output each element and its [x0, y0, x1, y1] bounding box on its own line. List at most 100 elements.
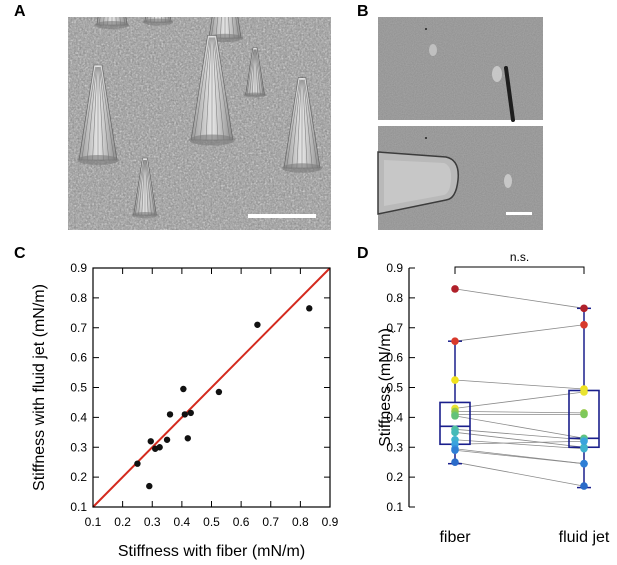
d-y-tick-label: 0.9 — [386, 261, 403, 275]
c-data-point — [187, 409, 194, 417]
d-pair-line — [454, 379, 585, 390]
c-x-tick-label: 0.5 — [203, 515, 220, 529]
d-point-fluid-jet — [580, 459, 588, 468]
c-x-tick-label: 0.2 — [114, 515, 131, 529]
d-pair-line — [454, 428, 585, 441]
d-pair-line — [454, 449, 585, 465]
d-pair-line — [454, 461, 585, 487]
stimulus-fiber — [504, 66, 515, 122]
micrograph-fiber — [378, 17, 543, 122]
d-category-labels: fiber fluid jet — [439, 529, 609, 546]
significance-bracket-line — [454, 266, 585, 274]
d-point-fiber — [451, 337, 459, 345]
d-pair-line — [454, 288, 585, 309]
c-x-tick-label: 0.6 — [233, 515, 250, 529]
d-point-fluid-jet — [580, 320, 588, 329]
d-y-axis — [408, 267, 415, 508]
box-plot: 0.1 0.2 0.3 0.4 0.5 0.6 0.7 0.8 0.9 n.s. fiber fl… — [377, 250, 610, 546]
d-pair-line — [454, 439, 585, 450]
c-data-point — [156, 444, 163, 451]
d-pair-line — [454, 324, 585, 342]
c-y-tick-label: 0.3 — [70, 440, 87, 454]
d-y-tick-labels: 0.1 0.2 0.3 0.4 0.5 0.6 0.7 0.8 0.9 — [386, 261, 403, 514]
c-y-axis-label: Stiffness with fluid jet (mN/m) — [31, 284, 48, 491]
hair-bundle — [189, 35, 235, 146]
d-point-fluid-jet — [580, 437, 588, 446]
d-y-tick-label: 0.3 — [386, 440, 403, 454]
hair-bundle — [94, 17, 130, 29]
c-data-point — [163, 436, 171, 443]
c-x-tick-label: 0.8 — [292, 515, 309, 529]
d-point-fiber — [451, 285, 459, 293]
c-x-axis-label: Stiffness with fiber (mN/m) — [118, 543, 305, 560]
d-y-tick-label: 0.8 — [386, 291, 403, 305]
d-point-fiber — [451, 458, 459, 466]
c-x-tick-label: 0.3 — [144, 515, 161, 529]
hair-bundle — [281, 77, 323, 173]
c-data-point — [181, 411, 189, 418]
scale-bar-b — [506, 212, 532, 215]
c-y-tick-label: 0.5 — [70, 381, 87, 395]
c-x-tick-label: 0.4 — [174, 515, 191, 529]
c-data-point — [184, 435, 191, 442]
significance-bracket — [454, 266, 585, 274]
c-x-tick-labels: 0.1 0.2 0.3 0.4 0.5 0.6 0.7 0.8 0.9 — [85, 515, 339, 529]
c-x-tick-label: 0.1 — [85, 515, 102, 529]
d-y-tick-label: 0.1 — [386, 500, 403, 514]
identity-line — [92, 267, 331, 508]
hair-bundle — [77, 64, 119, 165]
c-data-point — [215, 388, 223, 396]
d-point-fluid-jet — [580, 410, 588, 419]
d-pair-line — [454, 411, 585, 414]
d-point-fiber — [451, 376, 459, 384]
c-data-point — [147, 438, 154, 445]
panel-letter-a: A — [14, 3, 26, 20]
c-x-tick-label: 0.9 — [322, 515, 339, 529]
hair-bundle — [131, 157, 159, 218]
d-y-tick-label: 0.5 — [386, 381, 403, 395]
c-data-point — [166, 411, 174, 418]
scatter-plot: 0.1 0.2 0.3 0.4 0.5 0.6 0.7 0.8 0.9 0.1 0.2 0.3 0.4… — [31, 261, 339, 560]
d-point-fiber — [451, 446, 459, 455]
d-pair-line — [454, 431, 585, 448]
c-y-tick-label: 0.2 — [70, 470, 87, 484]
c-y-tick-label: 0.8 — [70, 291, 87, 305]
hair-bundle — [243, 47, 267, 98]
d-point-fluid-jet — [580, 304, 588, 313]
c-y-tick-label: 0.9 — [70, 261, 87, 275]
c-data-point — [306, 305, 313, 312]
hair-bundles — [77, 17, 323, 218]
scale-bar-a — [248, 214, 316, 218]
c-plot-frame — [92, 267, 331, 508]
d-point-fluid-jet — [580, 482, 588, 490]
d-category-label: fluid jet — [559, 529, 610, 546]
d-paired-lines — [454, 288, 585, 487]
sem-micrograph — [68, 17, 331, 230]
hair-bundle — [142, 17, 174, 26]
c-y-tick-label: 0.7 — [70, 321, 87, 335]
panel-letter-d: D — [357, 245, 369, 262]
d-y-tick-label: 0.6 — [386, 351, 403, 365]
d-points — [451, 285, 588, 490]
c-data-point — [146, 482, 153, 490]
c-data-point — [134, 460, 141, 467]
d-y-axis-label: Stiffness (mN/m) — [377, 328, 394, 447]
d-pair-line — [454, 391, 585, 409]
d-pair-line — [454, 440, 585, 445]
significance-label: n.s. — [510, 250, 529, 264]
d-y-tick-label: 0.2 — [386, 470, 403, 484]
d-point-fluid-jet — [580, 388, 588, 396]
d-point-fluid-jet — [580, 444, 588, 453]
panel-letter-b: B — [357, 3, 369, 20]
panel-letter-c: C — [14, 245, 26, 262]
d-point-fiber — [451, 412, 459, 420]
d-y-tick-label: 0.4 — [386, 410, 403, 424]
d-category-label: fiber — [439, 529, 471, 546]
c-data-point — [180, 385, 187, 393]
c-x-tick-label: 0.7 — [262, 515, 279, 529]
d-point-fiber — [451, 428, 459, 437]
c-y-tick-label: 0.4 — [70, 410, 87, 424]
micrograph-fluid-jet — [377, 126, 543, 230]
d-y-tick-label: 0.7 — [386, 321, 403, 335]
